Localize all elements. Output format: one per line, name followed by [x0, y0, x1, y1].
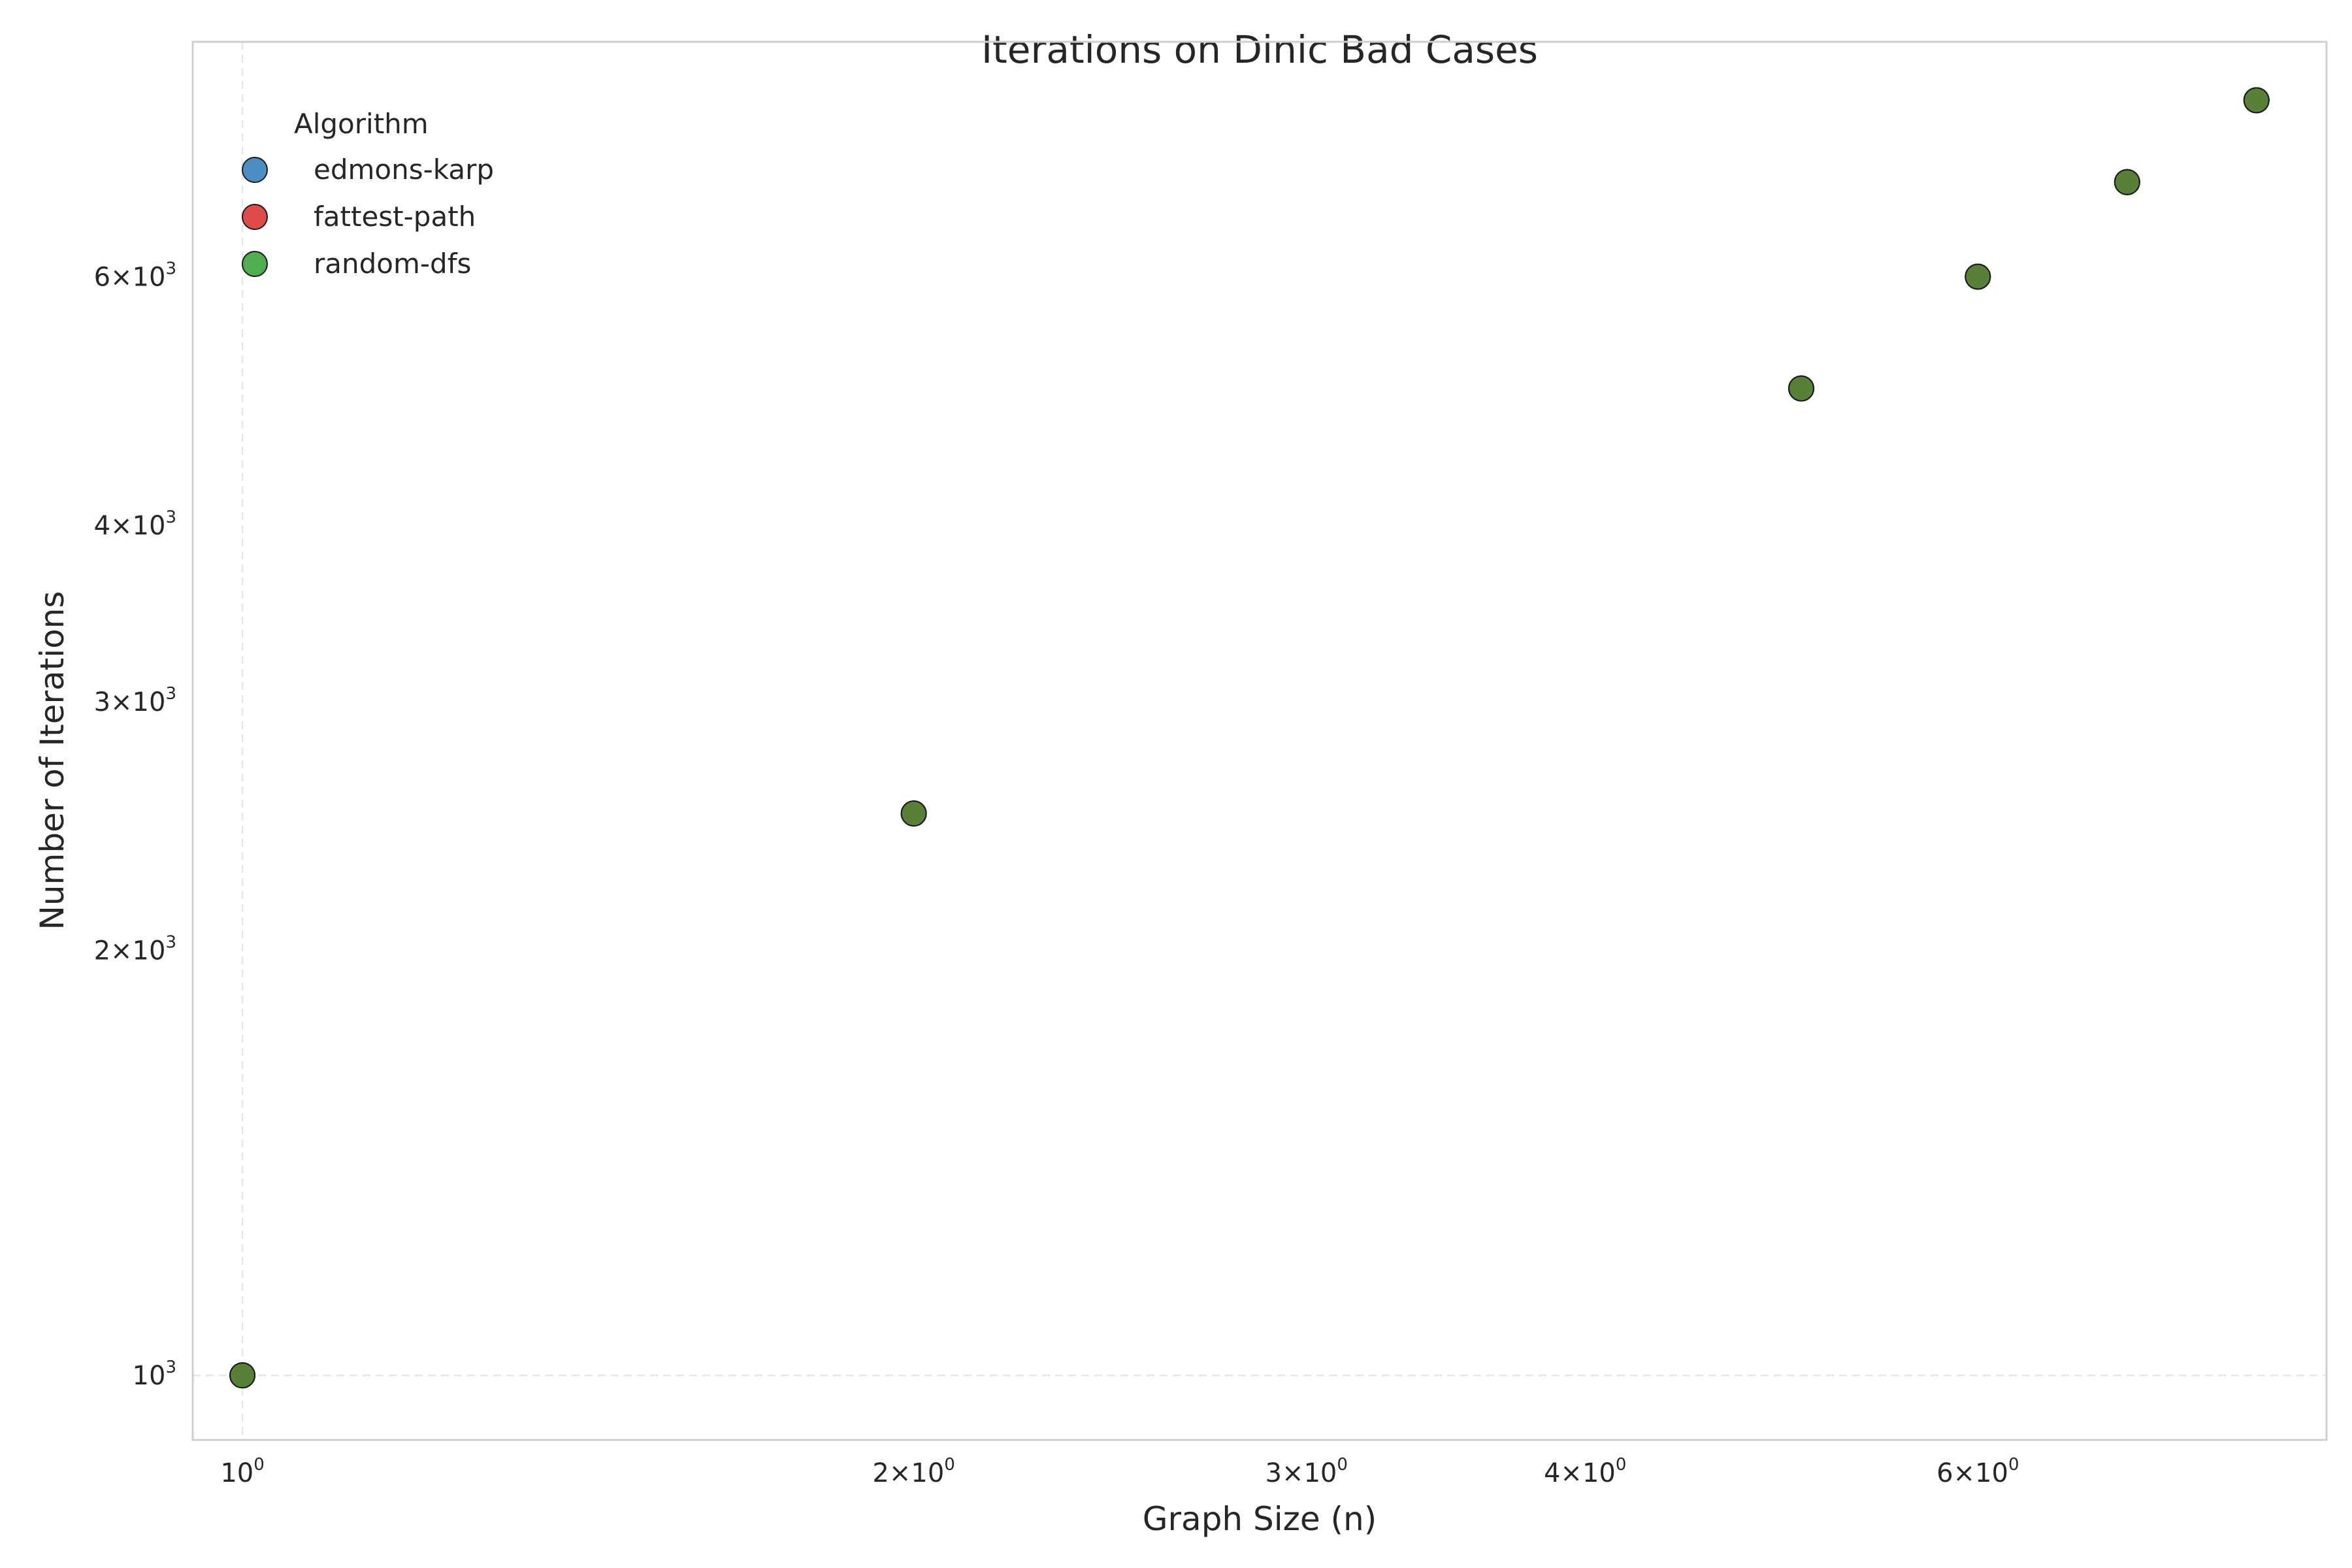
- legend-label-fattest-path: fattest-path: [314, 201, 476, 233]
- legend-title: Algorithm: [294, 108, 429, 140]
- y-tick-label-1: 2×103: [94, 933, 176, 966]
- chart-title: Iterations on Dinic Bad Cases: [981, 27, 1538, 72]
- legend-marker-edmons-karp: [242, 157, 268, 183]
- legend-items: edmons-karp fattest-path random-dfs: [242, 154, 494, 280]
- grid-lines: [193, 42, 2327, 1440]
- point-random-dfs-2: [1788, 375, 1815, 402]
- point-random-dfs-4: [2114, 169, 2140, 195]
- x-axis-label: Graph Size (n): [1143, 1500, 1377, 1538]
- x-tick-label-3: 4×100: [1544, 1455, 1626, 1488]
- point-random-dfs-5: [2243, 87, 2270, 114]
- point-random-dfs-3: [1965, 263, 1991, 290]
- legend: Algorithm edmons-karp fattest-path random-…: [242, 108, 494, 280]
- x-tick-label-1: 2×100: [872, 1455, 955, 1488]
- x-axis-ticks: 100 2×100 3×100 4×100 6×100: [220, 1455, 2019, 1488]
- legend-marker-random-dfs: [242, 251, 268, 277]
- legend-marker-fattest-path: [242, 204, 268, 230]
- y-tick-label-4: 6×103: [94, 259, 176, 292]
- data-points: [229, 87, 2270, 1389]
- y-tick-label-2: 3×103: [94, 684, 176, 717]
- plot-area-frame: [191, 41, 2328, 1441]
- x-tick-label-2: 3×100: [1266, 1455, 1348, 1488]
- legend-label-random-dfs: random-dfs: [314, 248, 471, 280]
- point-random-dfs-1: [900, 800, 927, 827]
- y-axis-label: Number of Iterations: [33, 591, 71, 930]
- x-tick-label-4: 6×100: [1936, 1455, 2019, 1488]
- point-random-dfs-0: [229, 1362, 256, 1389]
- legend-label-edmons-karp: edmons-karp: [314, 154, 494, 186]
- y-tick-label-3: 4×103: [94, 508, 176, 541]
